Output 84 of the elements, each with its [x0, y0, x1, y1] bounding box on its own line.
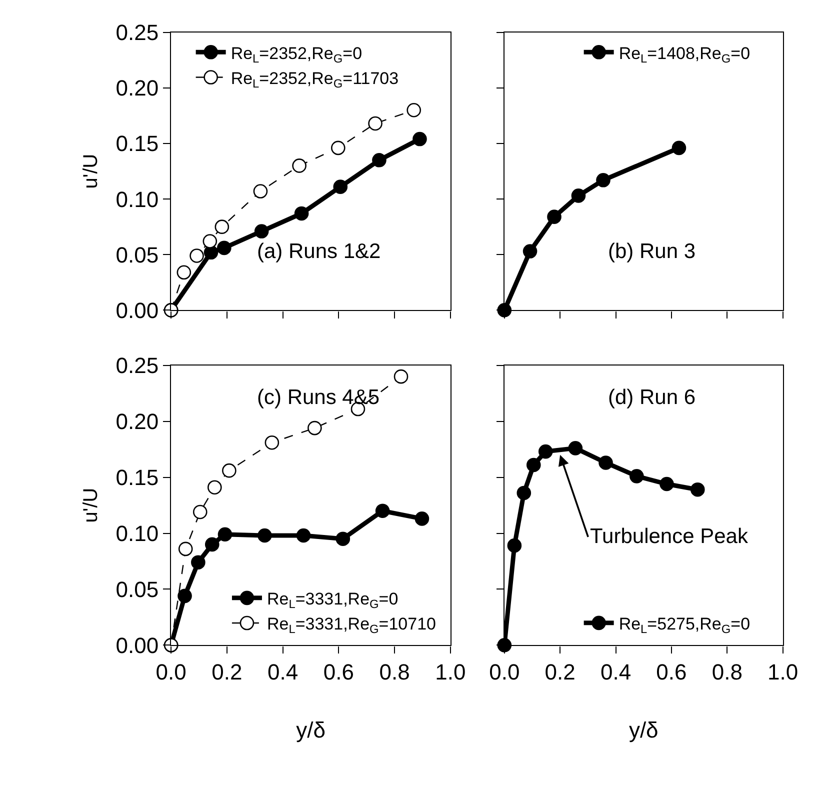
- y-axis-title: u'/U: [80, 488, 102, 523]
- point: [178, 588, 192, 604]
- point: [331, 140, 346, 156]
- point: [596, 173, 610, 188]
- point: [414, 512, 430, 526]
- point: [264, 435, 280, 450]
- legend-label: Re$_{L}$=2352,Re$_{G}$=0: [230, 44, 362, 66]
- y-tick-label: 0.15: [116, 464, 159, 490]
- y-tick-label: 0.00: [116, 632, 159, 658]
- point: [690, 482, 705, 497]
- y-tick-label: 0.10: [116, 186, 159, 212]
- point: [412, 132, 427, 146]
- x-axis-title: y/δ: [296, 718, 326, 743]
- y-axis-title: u'/U: [80, 154, 102, 189]
- y-tick-label: 0.00: [116, 298, 159, 323]
- y-tick-label: 0.25: [116, 20, 159, 46]
- point: [292, 158, 306, 173]
- point: [571, 188, 586, 203]
- point: [336, 532, 350, 546]
- x-tick-label: 0.0: [156, 660, 186, 685]
- x-tick-label: 0.2: [544, 660, 576, 685]
- point: [372, 153, 386, 168]
- legend-label: Re$_{L}$=2352,Re$_{G}$=11703: [230, 68, 399, 90]
- legend-label: Re$_{L}$=5275,Re$_{G}$=0: [618, 614, 750, 636]
- point: [526, 458, 541, 472]
- x-tick-label: 0.4: [268, 660, 298, 685]
- point: [598, 456, 613, 470]
- x-tick-label: 0.4: [600, 660, 632, 685]
- point: [568, 441, 583, 456]
- y-tick-label: 0.05: [116, 576, 159, 602]
- annotation: (c) Runs 4&5: [257, 386, 380, 409]
- point: [191, 555, 206, 570]
- point: [394, 369, 408, 384]
- annotation: Turbulence Peak: [590, 525, 748, 548]
- annotation: (b) Run 3: [608, 240, 696, 263]
- point: [516, 486, 532, 500]
- x-tick-label: 0.2: [212, 660, 242, 685]
- point: [253, 184, 268, 198]
- y-tick-label: 0.25: [116, 353, 159, 378]
- annotation: (a) Runs 1&2: [257, 240, 381, 263]
- y-tick-label: 0.15: [116, 131, 159, 156]
- point: [296, 528, 311, 543]
- point: [176, 265, 192, 280]
- point: [507, 538, 522, 553]
- point: [192, 504, 208, 520]
- point: [538, 444, 553, 459]
- point: [217, 240, 232, 256]
- x-tick-label: 0.8: [712, 660, 742, 685]
- point: [258, 528, 272, 543]
- point: [218, 527, 232, 542]
- point: [660, 476, 674, 492]
- point: [406, 102, 422, 118]
- x-tick-label: 0.8: [379, 660, 410, 685]
- x-tick-label: 0.6: [656, 660, 687, 685]
- point: [214, 220, 230, 234]
- x-tick-label: 0.0: [489, 660, 520, 685]
- point: [202, 234, 218, 248]
- legend-label: Re$_{L}$=3331,Re$_{G}$=0: [266, 590, 398, 612]
- point: [190, 248, 204, 263]
- y-tick-label: 0.10: [116, 520, 159, 546]
- point: [547, 210, 562, 224]
- x-tick-label: 1.0: [768, 660, 798, 685]
- point: [178, 542, 193, 556]
- point: [294, 206, 309, 221]
- point: [368, 116, 382, 131]
- point: [208, 480, 222, 495]
- point: [254, 224, 269, 238]
- x-tick-label: 0.6: [323, 660, 354, 685]
- point: [205, 537, 220, 552]
- point: [222, 463, 236, 478]
- y-tick-label: 0.05: [116, 242, 159, 268]
- point: [308, 420, 322, 436]
- legend-label: Re$_{L}$=3331,Re$_{G}$=10710: [266, 614, 436, 636]
- point: [630, 469, 644, 484]
- point: [522, 244, 538, 258]
- y-tick-label: 0.20: [116, 409, 159, 434]
- y-tick-label: 0.20: [116, 76, 159, 101]
- x-tick-label: 1.0: [435, 660, 466, 685]
- point: [375, 504, 390, 518]
- point: [672, 140, 686, 156]
- legend-label: Re$_{L}$=1408,Re$_{G}$=0: [618, 44, 750, 66]
- point: [333, 180, 348, 194]
- x-axis-title: y/δ: [628, 718, 658, 743]
- annotation: (d) Run 6: [608, 386, 696, 409]
